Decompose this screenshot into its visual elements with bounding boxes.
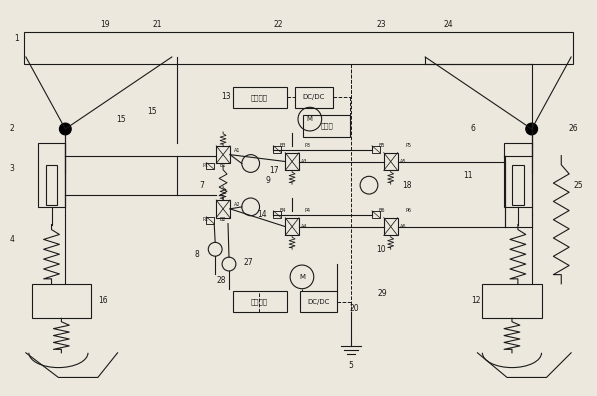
Text: 7: 7 — [199, 181, 204, 190]
Text: P1: P1 — [202, 163, 208, 168]
Text: 14: 14 — [258, 210, 267, 219]
Text: A6: A6 — [399, 224, 406, 229]
Text: B2: B2 — [220, 217, 226, 222]
Bar — [295, 87, 333, 108]
Text: A5: A5 — [399, 159, 406, 164]
Text: B4: B4 — [280, 208, 287, 213]
Text: 15: 15 — [116, 114, 125, 124]
Bar — [285, 218, 299, 236]
Text: B3: B3 — [280, 143, 287, 148]
Text: P5: P5 — [405, 143, 411, 148]
Text: B1: B1 — [220, 163, 226, 168]
Text: 26: 26 — [568, 124, 578, 133]
Bar — [384, 152, 398, 170]
Text: 20: 20 — [349, 304, 359, 313]
Bar — [45, 166, 57, 205]
Bar — [207, 217, 214, 224]
Bar — [512, 166, 524, 205]
Text: A1: A1 — [234, 148, 241, 153]
Bar — [273, 211, 281, 218]
Text: 24: 24 — [443, 20, 453, 29]
Bar — [504, 143, 532, 207]
Text: DC/DC: DC/DC — [303, 94, 325, 101]
Text: 10: 10 — [376, 245, 386, 254]
Bar — [384, 218, 398, 236]
Text: 2: 2 — [10, 124, 14, 133]
Text: A2: A2 — [234, 202, 241, 208]
Text: P6: P6 — [405, 208, 411, 213]
Text: 12: 12 — [470, 296, 480, 305]
Text: 11: 11 — [463, 171, 472, 180]
Text: 整流电路: 整流电路 — [251, 298, 268, 305]
Bar — [372, 211, 380, 218]
Bar — [24, 32, 573, 64]
Text: DC/DC: DC/DC — [307, 299, 330, 305]
Text: P2: P2 — [202, 217, 208, 222]
Text: M: M — [307, 116, 313, 122]
Circle shape — [60, 123, 71, 135]
Bar — [285, 152, 299, 170]
Text: 整流电路: 整流电路 — [251, 94, 268, 101]
Bar — [207, 162, 214, 169]
Text: 蓄电池: 蓄电池 — [320, 123, 333, 129]
Bar — [303, 115, 350, 137]
Text: 13: 13 — [221, 92, 231, 101]
Text: 16: 16 — [98, 296, 107, 305]
Text: 27: 27 — [244, 257, 254, 267]
Text: 6: 6 — [470, 124, 475, 133]
Text: 4: 4 — [10, 235, 14, 244]
Text: 23: 23 — [376, 20, 386, 29]
Text: 29: 29 — [378, 289, 387, 298]
Text: 15: 15 — [147, 107, 157, 116]
Text: 1: 1 — [14, 34, 19, 43]
Bar — [233, 87, 287, 108]
Bar — [372, 146, 380, 152]
Bar — [273, 146, 281, 152]
Text: 21: 21 — [152, 20, 162, 29]
Text: 5: 5 — [349, 361, 353, 370]
Bar — [216, 146, 230, 164]
Text: 19: 19 — [100, 20, 110, 29]
Text: M: M — [299, 274, 305, 280]
Bar — [482, 284, 541, 318]
Text: 3: 3 — [10, 164, 14, 173]
Text: P3: P3 — [305, 143, 311, 148]
Text: B6: B6 — [378, 208, 385, 213]
Text: 8: 8 — [194, 250, 199, 259]
Text: A4: A4 — [301, 224, 307, 229]
Bar — [233, 291, 287, 312]
Circle shape — [526, 123, 537, 135]
Text: 18: 18 — [402, 181, 411, 190]
Bar — [216, 200, 230, 218]
Text: A3: A3 — [301, 159, 307, 164]
Text: B5: B5 — [378, 143, 385, 148]
Text: 17: 17 — [269, 166, 279, 175]
Text: 9: 9 — [266, 176, 271, 185]
Text: 25: 25 — [573, 181, 583, 190]
Text: P4: P4 — [305, 208, 311, 213]
Text: 28: 28 — [216, 276, 226, 286]
Text: 22: 22 — [273, 20, 283, 29]
Bar — [38, 143, 65, 207]
Bar — [300, 291, 337, 312]
Bar — [32, 284, 91, 318]
